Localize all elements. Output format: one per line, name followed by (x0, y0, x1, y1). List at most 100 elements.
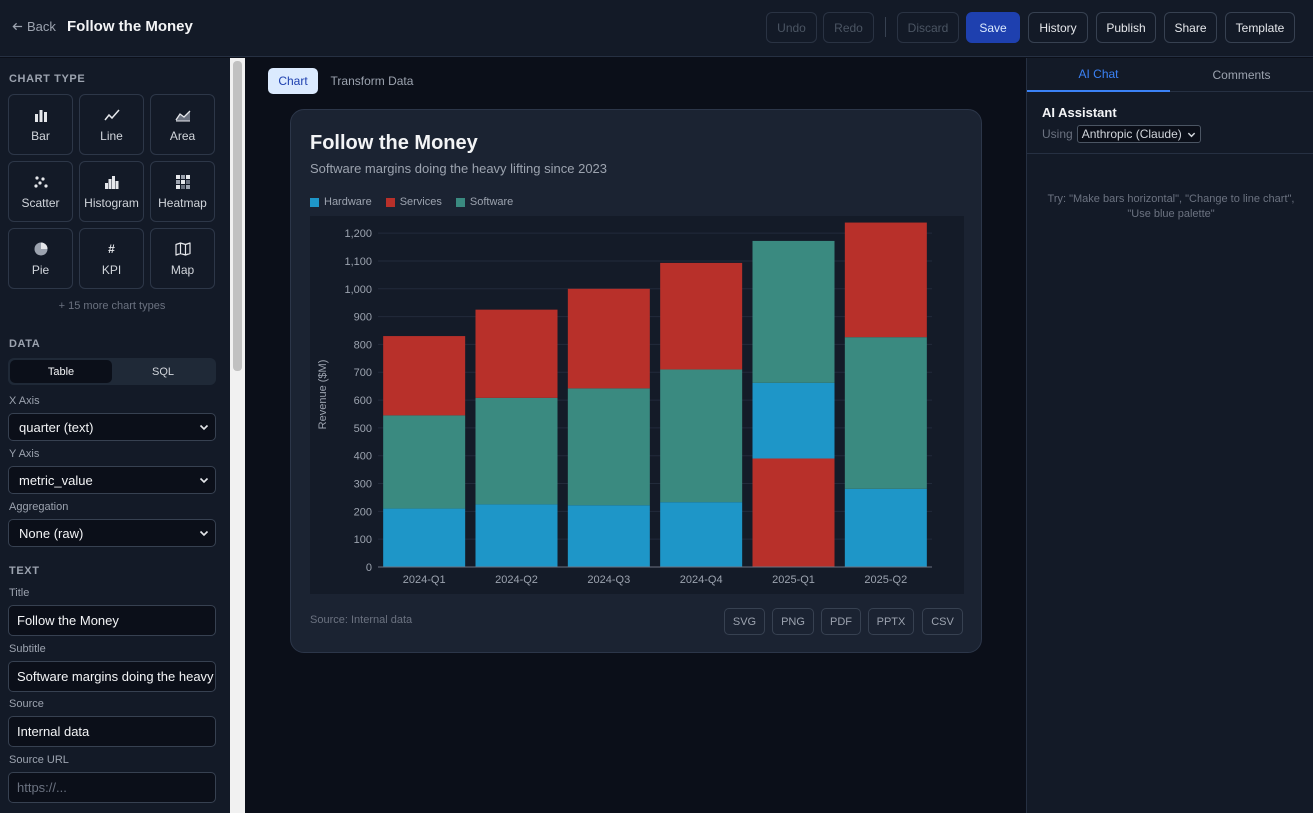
chevron-down-icon (1187, 132, 1195, 138)
ai-panel: AI Chat Comments AI Assistant Using Anth… (1026, 58, 1313, 813)
bar-segment-software (752, 240, 835, 383)
histogram-icon (104, 174, 120, 190)
chart-type-line[interactable]: Line (79, 94, 144, 155)
export-png-button[interactable]: PNG (772, 608, 814, 635)
chart-type-heading: CHART TYPE (9, 73, 86, 85)
y-tick-label: 0 (366, 562, 372, 574)
back-label: Back (27, 19, 56, 34)
chart-legend: Hardware Services Software (310, 196, 513, 208)
bar-segment-hardware (660, 502, 743, 567)
data-heading: DATA (9, 338, 41, 350)
bar-segment-software (567, 388, 650, 506)
bar-chart-icon (33, 107, 49, 123)
export-pdf-button[interactable]: PDF (821, 608, 861, 635)
chart-type-label: Bar (31, 128, 50, 143)
template-button[interactable]: Template (1225, 12, 1295, 43)
bar-segment-services (752, 458, 835, 567)
page-title: Follow the Money (67, 18, 193, 35)
tab-chart[interactable]: Chart (268, 68, 318, 94)
bar-segment-services (383, 336, 466, 416)
y-tick-label: 500 (354, 423, 372, 435)
pie-chart-icon (33, 241, 49, 257)
chart-type-heatmap[interactable]: Heatmap (150, 161, 215, 222)
discard-button[interactable]: Discard (897, 12, 959, 43)
hash-icon: # (108, 241, 115, 256)
chart-type-label: Histogram (84, 195, 139, 210)
undo-button[interactable]: Undo (766, 12, 817, 43)
export-svg-button[interactable]: SVG (724, 608, 765, 635)
y-tick-label: 200 (354, 506, 372, 518)
y-tick-label: 600 (354, 395, 372, 407)
y-tick-label: 400 (354, 451, 372, 463)
chart-subtitle: Software margins doing the heavy lifting… (310, 161, 608, 176)
tab-transform-data[interactable]: Transform Data (330, 74, 414, 88)
chart-type-kpi[interactable]: # KPI (79, 228, 144, 289)
bar-segment-hardware (752, 382, 835, 459)
legend-label: Hardware (324, 196, 372, 208)
map-icon (174, 241, 191, 257)
chart-type-scatter[interactable]: Scatter (8, 161, 73, 222)
back-button[interactable]: Back (12, 19, 56, 34)
aggregation-select[interactable]: None (raw) (8, 519, 216, 547)
publish-button[interactable]: Publish (1096, 12, 1156, 43)
y-tick-label: 100 (354, 534, 372, 546)
toolbar-divider (885, 17, 886, 37)
y-axis-value: metric_value (19, 472, 93, 488)
text-heading: TEXT (9, 565, 40, 577)
export-csv-button[interactable]: CSV (922, 608, 963, 635)
chart-type-label: Heatmap (158, 195, 207, 210)
legend-label: Software (469, 196, 514, 208)
save-button[interactable]: Save (966, 12, 1020, 43)
x-axis-value: quarter (text) (19, 419, 94, 435)
aggregation-value: None (raw) (19, 525, 84, 541)
arrow-left-icon (12, 22, 23, 31)
ai-hint-text: Try: "Make bars horizontal", "Change to … (1047, 193, 1295, 220)
data-mode-toggle: Table SQL (8, 358, 216, 385)
chevron-down-icon (199, 424, 209, 431)
y-tick-label: 700 (354, 367, 372, 379)
x-axis-select[interactable]: quarter (text) (8, 413, 216, 441)
title-field-label: Title (9, 587, 30, 599)
y-axis-label: Y Axis (9, 448, 40, 460)
chart-type-pie[interactable]: Pie (8, 228, 73, 289)
source-url-input[interactable] (8, 772, 216, 803)
export-pptx-button[interactable]: PPTX (868, 608, 914, 635)
subtitle-input[interactable] (8, 661, 216, 692)
using-label: Using (1042, 127, 1073, 141)
chart-type-label: Map (170, 262, 195, 277)
chart-title: Follow the Money (310, 132, 478, 154)
sidebar-scrollbar-thumb[interactable] (233, 61, 242, 371)
x-tick-label: 2025-Q1 (772, 574, 815, 586)
divider (1027, 153, 1313, 154)
subtitle-field-label: Subtitle (9, 643, 46, 655)
chart-type-area[interactable]: Area (150, 94, 215, 155)
title-input[interactable] (8, 605, 216, 636)
provider-row: Using Anthropic (Claude) (1042, 125, 1201, 143)
data-mode-sql[interactable]: SQL (151, 365, 174, 378)
tab-comments[interactable]: Comments (1170, 58, 1313, 92)
bar-segment-services (475, 309, 558, 398)
bar-segment-hardware (844, 488, 927, 567)
provider-select[interactable]: Anthropic (Claude) (1076, 125, 1201, 143)
bar-segment-software (475, 397, 558, 505)
chart-type-label: KPI (101, 262, 122, 277)
provider-value: Anthropic (Claude) (1081, 127, 1182, 141)
y-tick-label: 1,000 (344, 284, 372, 296)
data-mode-table[interactable]: Table (10, 360, 112, 383)
chart-type-map[interactable]: Map (150, 228, 215, 289)
stacked-bar-chart: 0 100 200 300 400 500 600 700 800 900 1,000 1,100 1,… (317, 222, 932, 586)
source-input[interactable] (8, 716, 216, 747)
y-tick-label: 800 (354, 339, 372, 351)
chart-type-histogram[interactable]: Histogram (79, 161, 144, 222)
tab-ai-chat[interactable]: AI Chat (1027, 58, 1170, 92)
chart-type-bar[interactable]: Bar (8, 94, 73, 155)
redo-button[interactable]: Redo (823, 12, 874, 43)
share-button[interactable]: Share (1164, 12, 1217, 43)
bar-segment-services (844, 222, 927, 338)
chart-source: Source: Internal data (310, 614, 413, 626)
chart-type-label: Area (169, 128, 196, 143)
more-chart-types-link[interactable]: + 15 more chart types (58, 300, 166, 312)
chart-type-label: Pie (31, 262, 50, 277)
history-button[interactable]: History (1028, 12, 1088, 43)
y-axis-select[interactable]: metric_value (8, 466, 216, 494)
